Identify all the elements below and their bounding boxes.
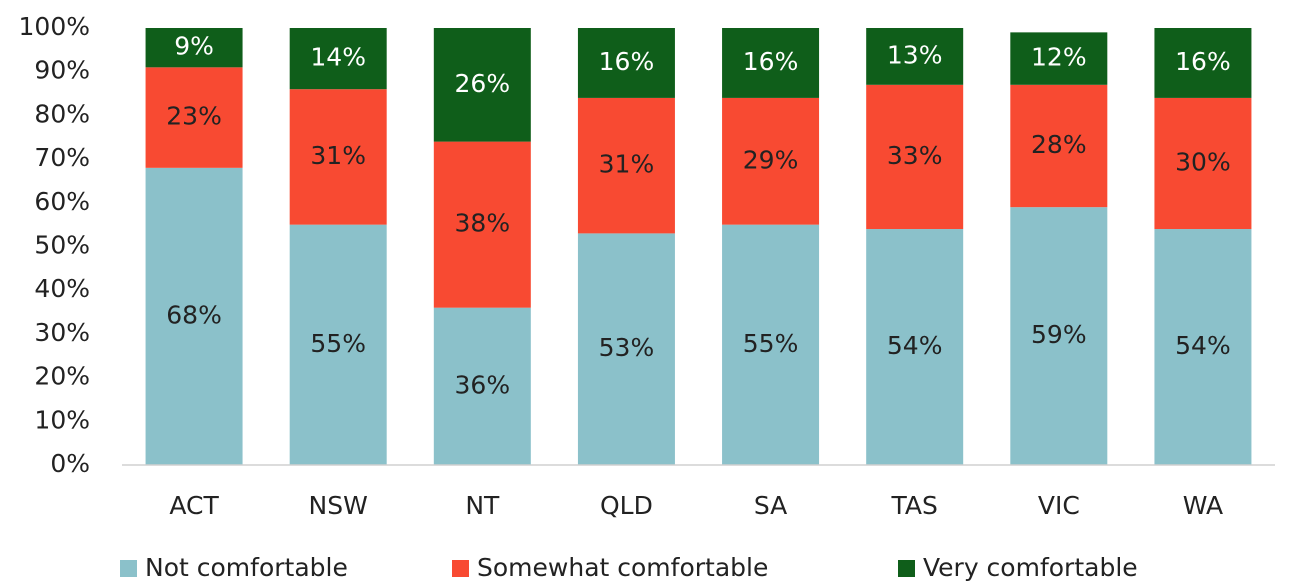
bar-segment xyxy=(289,224,387,465)
x-tick-label: NSW xyxy=(309,491,368,520)
data-label: 16% xyxy=(599,47,655,76)
bar-segment xyxy=(577,233,675,465)
data-label: 29% xyxy=(743,145,799,174)
data-label: 12% xyxy=(1031,43,1087,72)
bar-segment xyxy=(866,229,964,465)
x-tick-label: TAS xyxy=(891,491,938,520)
bar-segment xyxy=(433,307,531,465)
data-label: 26% xyxy=(455,69,511,98)
bar-segment xyxy=(1010,84,1108,208)
y-tick-label: 50% xyxy=(34,231,90,260)
legend-label: Somewhat comfortable xyxy=(477,553,768,582)
x-tick-label: QLD xyxy=(600,491,653,520)
data-label: 31% xyxy=(599,150,655,179)
bar-segment xyxy=(1154,28,1252,98)
data-label: 36% xyxy=(455,370,511,399)
y-tick-label: 100% xyxy=(19,12,90,41)
bar-segment xyxy=(1010,207,1108,466)
data-label: 16% xyxy=(1175,47,1231,76)
data-label: 53% xyxy=(599,333,655,362)
x-tick-label: ACT xyxy=(169,491,219,520)
bar-segment xyxy=(145,67,243,168)
bar-segment xyxy=(1154,229,1252,465)
y-tick-label: 0% xyxy=(50,449,90,478)
y-tick-label: 70% xyxy=(34,143,90,172)
y-tick-label: 40% xyxy=(34,274,90,303)
bar-segment xyxy=(866,28,964,85)
bar-segment xyxy=(433,28,531,142)
legend-swatch xyxy=(452,560,469,577)
data-label: 55% xyxy=(743,329,799,358)
y-tick-label: 90% xyxy=(34,56,90,85)
data-label: 9% xyxy=(174,32,214,61)
data-label: 14% xyxy=(310,43,366,72)
data-label: 31% xyxy=(310,141,366,170)
data-label: 33% xyxy=(887,141,943,170)
y-tick-label: 20% xyxy=(34,362,90,391)
bar-segment xyxy=(1154,97,1252,230)
bar-segment xyxy=(289,28,387,90)
bar-segment xyxy=(433,141,531,308)
legend-label: Very comfortable xyxy=(923,553,1138,582)
legend-label: Not comfortable xyxy=(145,553,348,582)
bar-segment xyxy=(722,28,820,98)
bar-segment xyxy=(722,224,820,465)
y-tick-label: 10% xyxy=(34,405,90,434)
y-tick-label: 80% xyxy=(34,99,90,128)
data-label: 23% xyxy=(166,102,222,131)
x-tick-label: SA xyxy=(754,491,787,520)
x-tick-label: WA xyxy=(1183,491,1223,520)
y-tick-label: 30% xyxy=(34,318,90,347)
data-label: 54% xyxy=(887,331,943,360)
legend-swatch xyxy=(898,560,915,577)
bar-segment xyxy=(145,28,243,68)
legend-swatch xyxy=(120,560,137,577)
y-tick-label: 60% xyxy=(34,187,90,216)
data-label: 55% xyxy=(310,329,366,358)
bar-segment xyxy=(866,84,964,230)
bar-segment xyxy=(145,167,243,465)
bar-segment xyxy=(1010,32,1108,85)
data-label: 13% xyxy=(887,40,943,69)
bar-segment xyxy=(289,89,387,225)
data-label: 54% xyxy=(1175,331,1231,360)
data-label: 38% xyxy=(455,209,511,238)
data-label: 16% xyxy=(743,47,799,76)
data-label: 28% xyxy=(1031,130,1087,159)
x-tick-label: NT xyxy=(465,491,500,520)
data-label: 68% xyxy=(166,300,222,329)
data-label: 59% xyxy=(1031,320,1087,349)
bar-segment xyxy=(577,97,675,234)
bar-segment xyxy=(722,97,820,225)
x-tick-label: VIC xyxy=(1038,491,1080,520)
data-label: 30% xyxy=(1175,147,1231,176)
bar-segment xyxy=(577,28,675,98)
